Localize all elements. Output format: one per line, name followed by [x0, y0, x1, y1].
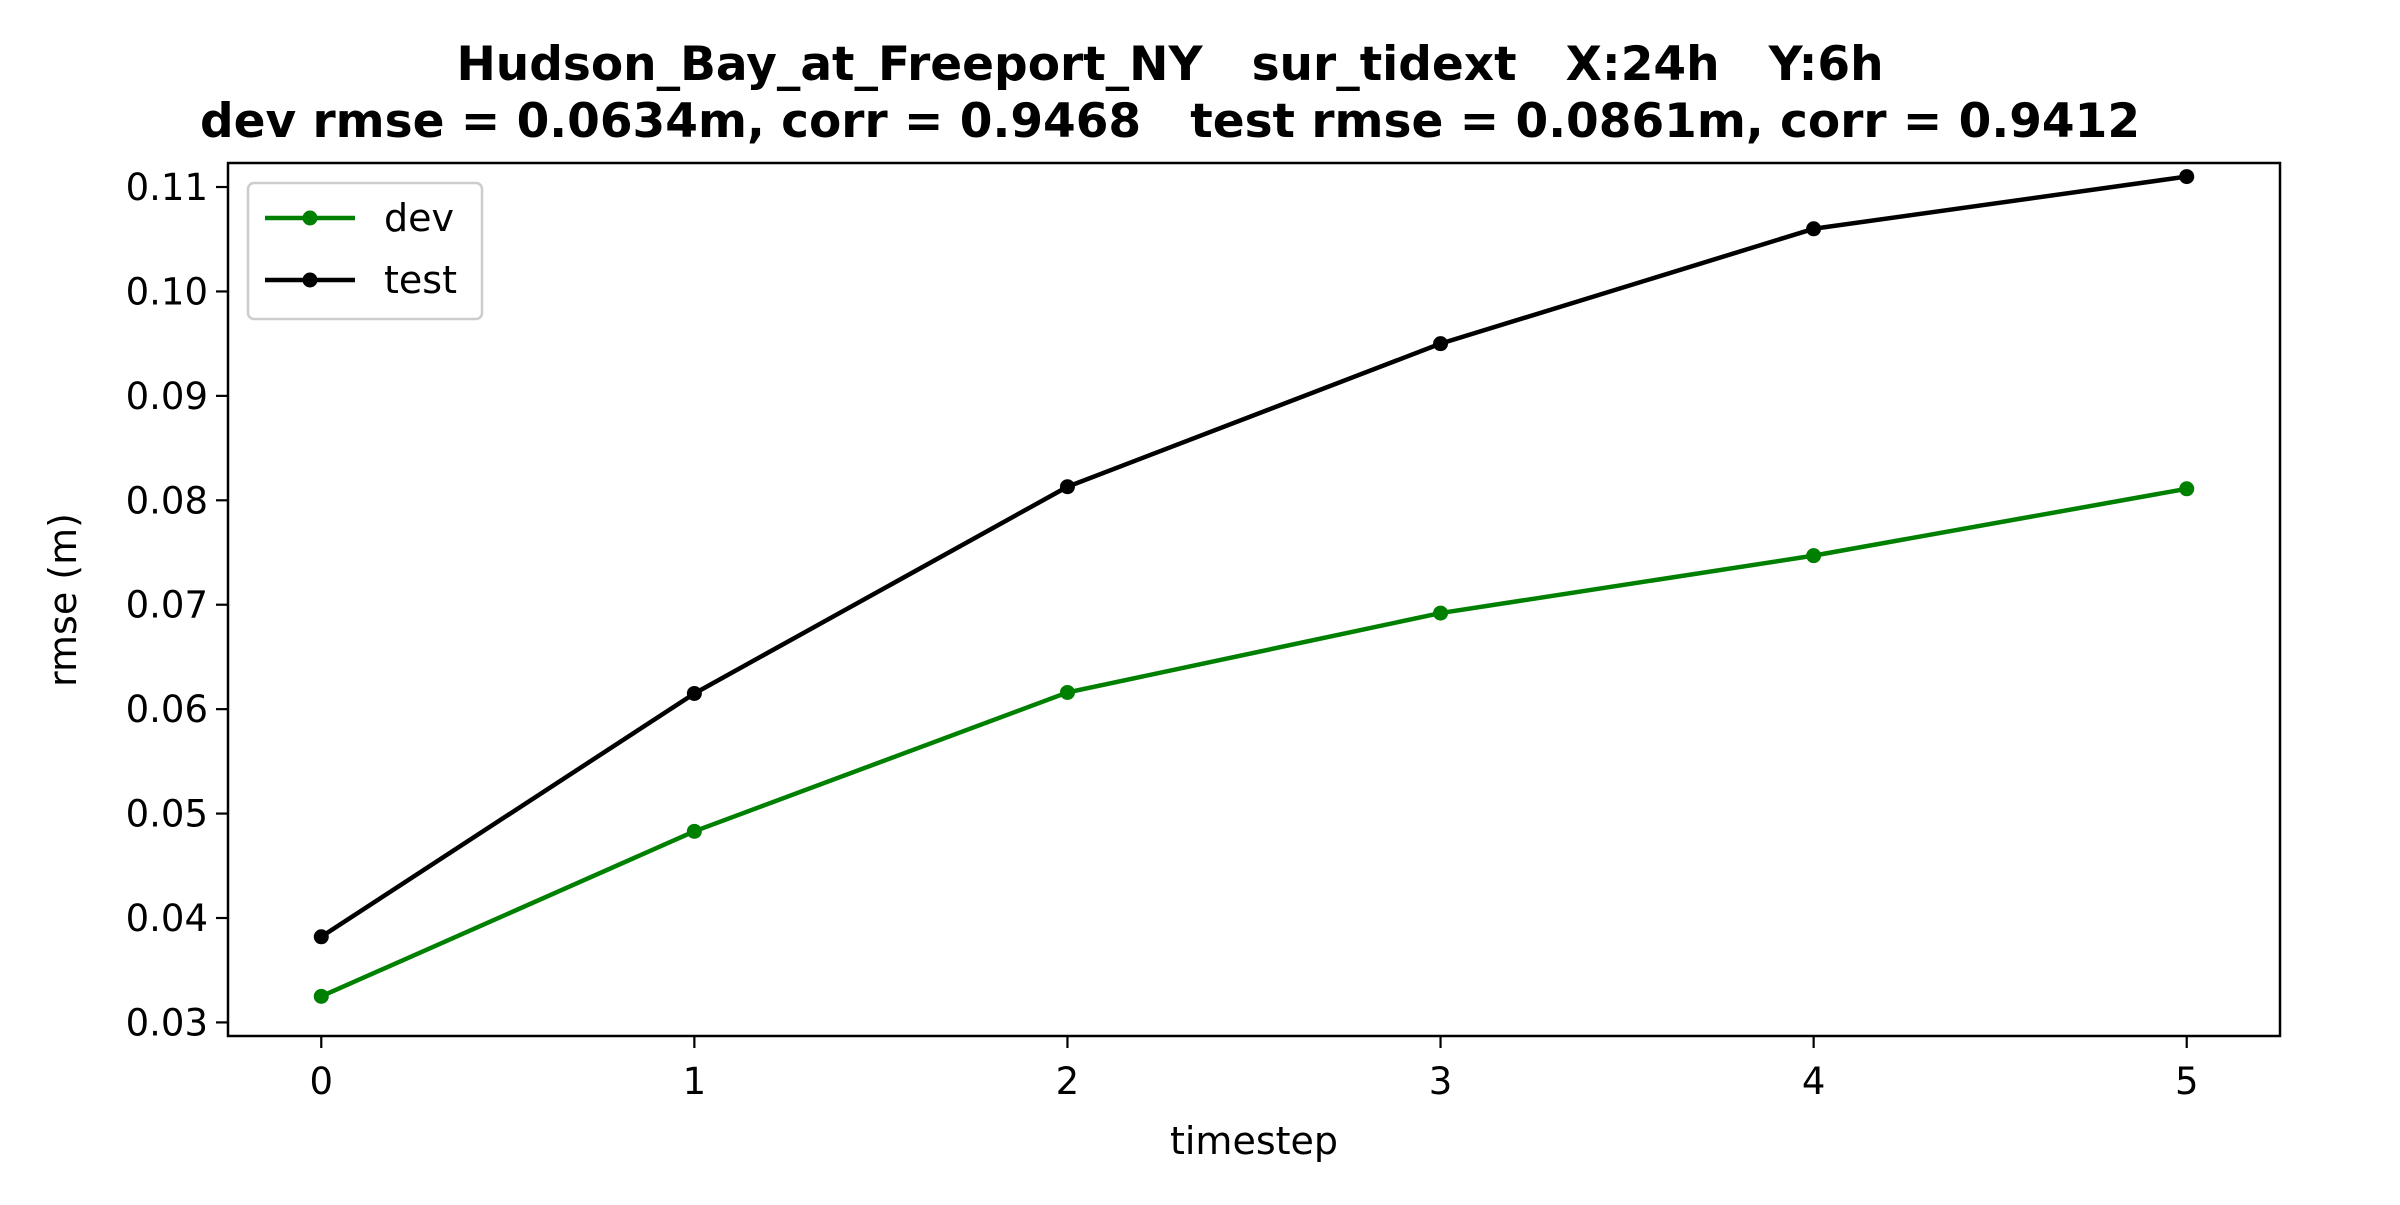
data-point	[686, 823, 702, 839]
data-point	[313, 988, 329, 1004]
y-tick-label: 0.08	[126, 479, 208, 522]
legend-marker	[302, 210, 318, 226]
x-axis: 0 1 2 3 4 5	[309, 1036, 2199, 1103]
data-point	[1059, 479, 1075, 495]
y-tick-label: 0.06	[126, 688, 208, 731]
y-tick-label: 0.03	[126, 1001, 208, 1044]
legend-item-dev: dev	[265, 196, 454, 240]
x-tick-label: 0	[309, 1060, 333, 1103]
x-axis-label: timestep	[1170, 1119, 1338, 1163]
y-axis: 0.03 0.04 0.05 0.06 0.07 0.08 0.09 0.10 0.11	[126, 166, 228, 1044]
y-tick-label: 0.11	[126, 166, 208, 209]
series-line	[320, 174, 2188, 939]
y-tick-label: 0.07	[126, 584, 208, 627]
data-point	[2179, 481, 2195, 497]
chart-subtitle: dev rmse = 0.0634m, corr = 0.9468 test r…	[200, 94, 2140, 149]
x-tick-label: 3	[1429, 1060, 1453, 1103]
y-tick-label: 0.04	[126, 897, 208, 940]
y-tick-label: 0.10	[126, 270, 208, 313]
legend-label: dev	[384, 196, 454, 240]
x-tick-label: 2	[1056, 1060, 1080, 1103]
y-tick-label: 0.09	[126, 375, 208, 418]
series-layer	[313, 169, 2195, 1004]
x-tick-label: 5	[2175, 1060, 2199, 1103]
data-point	[1433, 605, 1449, 621]
legend-marker	[302, 272, 318, 288]
data-point	[1059, 684, 1075, 700]
legend: dev test	[246, 181, 484, 321]
legend-item-test: test	[265, 258, 457, 302]
x-tick-label: 1	[683, 1060, 707, 1103]
data-point	[686, 685, 702, 701]
data-point	[1806, 221, 1822, 237]
series-test	[313, 169, 2195, 945]
data-point	[1433, 336, 1449, 352]
chart-title: Hudson_Bay_at_Freeport_NY sur_tidext X:2…	[456, 37, 1883, 92]
data-point	[1806, 548, 1822, 564]
legend-label: test	[384, 258, 457, 302]
series-line	[320, 486, 2188, 999]
plot-area	[226, 161, 2282, 1038]
x-tick-label: 4	[1802, 1060, 1826, 1103]
data-point	[313, 929, 329, 945]
data-point	[2179, 169, 2195, 185]
y-axis-label: rmse (m)	[41, 513, 85, 687]
y-tick-label: 0.05	[126, 793, 208, 836]
series-dev	[313, 481, 2195, 1004]
